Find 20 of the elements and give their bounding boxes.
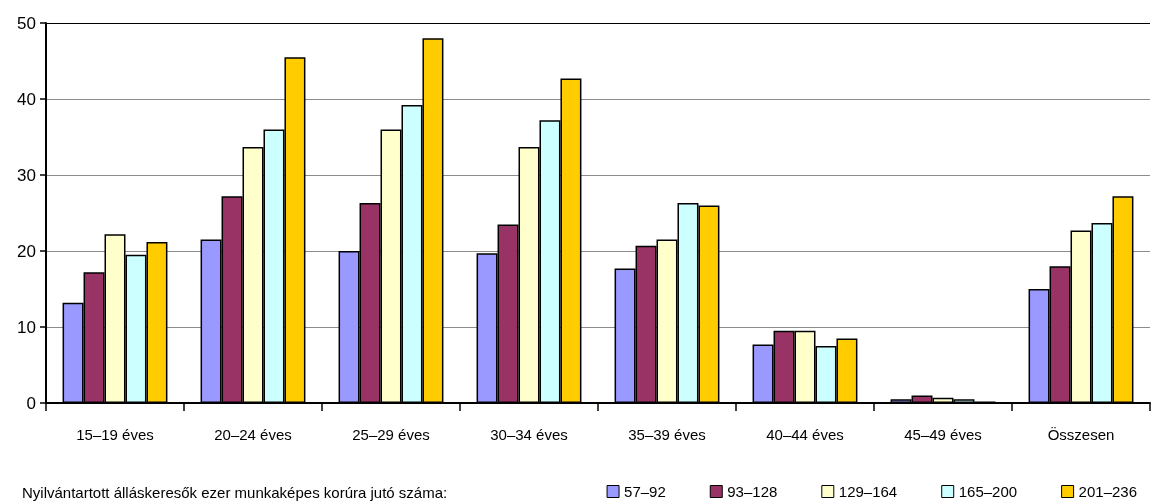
y-tick-label: 20 <box>17 241 36 261</box>
y-tick-label: 40 <box>17 89 36 109</box>
legend-label: 93–128 <box>727 483 778 500</box>
legend-label: 201–236 <box>1078 483 1138 500</box>
x-tick-label: 30–34 éves <box>490 426 568 443</box>
x-tick-label: 15–19 éves <box>76 426 154 443</box>
y-tick-label: 10 <box>17 317 36 337</box>
x-tick-label: Összesen <box>1047 426 1115 443</box>
legend-label: 165–200 <box>958 483 1018 500</box>
x-tick-label: 40–44 éves <box>766 426 844 443</box>
y-tick-label: 0 <box>26 393 36 413</box>
legend-label: 129–164 <box>838 483 898 500</box>
x-tick-label: 35–39 éves <box>628 426 706 443</box>
legend-title: Nyilvántartott álláskeresők ezer munkaképes korúra jutó száma: <box>22 484 448 501</box>
y-tick-label: 30 <box>17 165 36 185</box>
legend-label: 57–92 <box>624 483 666 500</box>
x-tick-label: 25–29 éves <box>352 426 430 443</box>
x-tick-label: 20–24 éves <box>214 426 292 443</box>
y-tick-label: 50 <box>17 13 36 33</box>
x-tick-label: 45–49 éves <box>904 426 982 443</box>
